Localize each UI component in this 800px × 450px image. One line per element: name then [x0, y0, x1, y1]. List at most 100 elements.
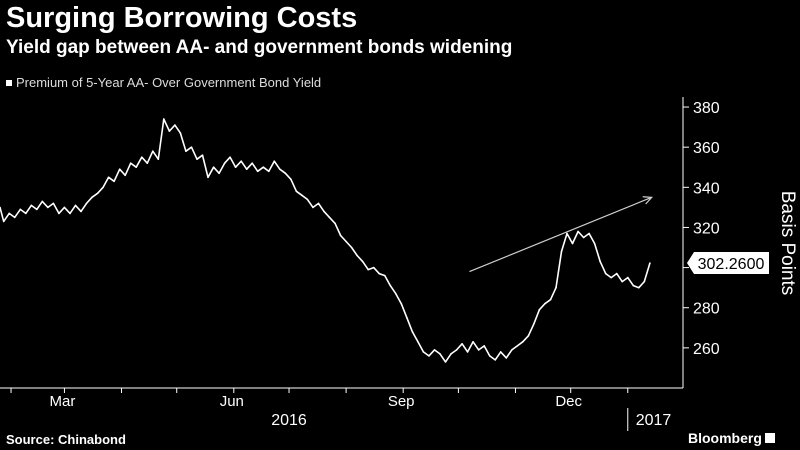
data-point: [168, 130, 171, 132]
data-point: [345, 240, 347, 243]
data-point: [406, 317, 408, 319]
x-tick-label: Mar: [50, 393, 76, 410]
legend-swatch: [6, 79, 12, 86]
data-point: [301, 194, 303, 197]
data-point: [91, 196, 93, 199]
legend: Premium of 5-Year AA- Over Government Bo…: [6, 75, 321, 90]
data-point: [113, 180, 115, 183]
data-point: [610, 276, 612, 279]
data-point: [505, 357, 508, 359]
trend-arrow-line: [469, 196, 652, 273]
y-axis-label: Basis Points: [777, 191, 798, 296]
data-point: [179, 132, 182, 134]
data-point: [118, 168, 121, 170]
data-point: [25, 212, 27, 215]
data-point: [80, 210, 82, 213]
chart-title: Surging Borrowing Costs: [6, 2, 358, 34]
data-point: [284, 172, 287, 175]
y-tick-label: 320: [693, 220, 720, 237]
data-point: [273, 160, 276, 162]
y-tick-label: 260: [693, 341, 720, 358]
data-point: [488, 355, 491, 357]
data-point: [256, 170, 259, 173]
data-point: [306, 198, 309, 201]
data-point: [461, 343, 463, 345]
brand-name: Bloomberg: [688, 430, 762, 446]
data-point: [196, 158, 198, 160]
data-point: [339, 234, 342, 237]
data-point: [163, 118, 165, 120]
data-point: [141, 156, 143, 158]
data-point: [146, 162, 149, 164]
data-point: [218, 172, 220, 175]
data-point: [334, 222, 336, 225]
data-point: [400, 302, 403, 305]
data-point: [494, 359, 497, 361]
annotations: 302.2600: [469, 196, 769, 275]
data-point: [0, 206, 1, 209]
data-point: [588, 232, 590, 235]
data-point: [433, 349, 436, 351]
y-tick-label: 340: [693, 180, 720, 197]
axes: 260280300320340360380Basis PointsMarJunS…: [0, 97, 798, 431]
plot-area: [0, 118, 651, 363]
data-point: [190, 146, 193, 148]
data-point: [19, 208, 22, 211]
data-point: [312, 206, 314, 209]
data-point: [96, 192, 99, 195]
data-point: [417, 341, 419, 343]
data-point: [361, 260, 364, 263]
data-point: [63, 206, 66, 209]
data-point: [245, 168, 248, 170]
chart-subtitle: Yield gap between AA- and government bon…: [6, 37, 513, 58]
data-point: [571, 242, 574, 245]
data-point: [615, 272, 618, 275]
data-point: [522, 341, 524, 343]
data-point: [604, 272, 607, 275]
data-point: [428, 355, 430, 357]
data-point: [621, 280, 623, 283]
data-point: [372, 266, 375, 269]
data-point: [2, 220, 5, 223]
y-tick-label: 360: [693, 140, 720, 157]
data-point: [207, 176, 209, 179]
data-point: [455, 349, 458, 351]
data-point: [516, 345, 519, 347]
x-year-label: 2016: [271, 412, 307, 429]
data-point: [262, 166, 265, 168]
data-point: [157, 158, 160, 160]
legend-label: Premium of 5-Year AA- Over Government Bo…: [16, 75, 322, 90]
last-value-label: 302.2600: [698, 256, 765, 273]
data-point: [240, 160, 242, 162]
data-point: [58, 212, 60, 215]
data-point: [350, 246, 353, 249]
data-point: [129, 162, 132, 164]
data-point: [582, 236, 585, 239]
data-point: [389, 284, 392, 287]
data-point: [643, 280, 646, 283]
data-point: [555, 286, 557, 289]
x-year-label: 2017: [636, 412, 672, 429]
data-point: [483, 345, 486, 347]
brand-logo: Bloomberg: [688, 430, 775, 446]
data-point: [47, 206, 49, 209]
source-note: Source: Chinabond: [6, 432, 126, 447]
data-point: [174, 124, 176, 126]
data-point: [384, 274, 386, 277]
data-point: [290, 178, 292, 181]
data-point: [627, 276, 629, 279]
data-point: [107, 176, 110, 179]
data-point: [52, 202, 55, 205]
data-point: [229, 156, 231, 158]
x-tick-label: Dec: [555, 393, 582, 410]
data-point: [577, 230, 579, 233]
data-point: [317, 202, 320, 205]
data-point: [201, 154, 204, 156]
data-point: [638, 286, 640, 289]
data-point: [439, 353, 441, 355]
data-point: [85, 202, 88, 205]
data-point: [422, 351, 425, 353]
data-point: [544, 302, 546, 305]
data-point: [527, 335, 530, 337]
